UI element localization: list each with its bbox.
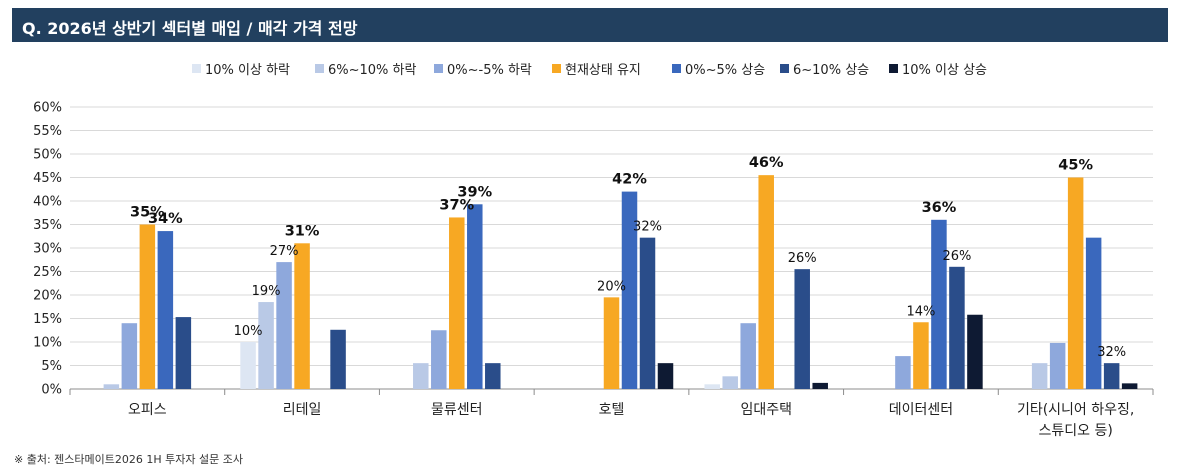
bar <box>603 297 620 389</box>
bar-chart: 0% 5% 10% 15% 20% 25% 30% 35% 40% 45% 50% 55% 60% 오피스… <box>33 101 1154 439</box>
bar <box>895 356 911 389</box>
y-tick-label: 55% <box>33 124 62 139</box>
y-tick-label: 45% <box>33 171 62 186</box>
y-tick-label: 60% <box>33 101 62 116</box>
bar <box>449 217 465 389</box>
data-label: 46% <box>749 155 784 171</box>
legend-swatch <box>889 64 898 73</box>
bar <box>740 323 756 389</box>
x-category-label: 임대주택 <box>740 402 792 418</box>
bar <box>931 219 947 389</box>
bar <box>157 231 174 389</box>
y-tick-label: 0% <box>41 383 62 398</box>
page-title: Q. 2026년 상반기 섹터별 매입 / 매각 가격 전망 <box>22 19 358 38</box>
y-tick-label: 35% <box>33 218 62 233</box>
y-tick-label: 20% <box>33 289 62 304</box>
bar <box>276 262 292 389</box>
data-label: 19% <box>252 284 281 299</box>
bar <box>949 266 965 389</box>
bar <box>258 302 274 389</box>
bar <box>330 329 346 389</box>
bar <box>639 237 656 389</box>
y-tick-label: 50% <box>33 148 62 163</box>
bar <box>413 363 429 389</box>
legend-swatch <box>192 64 201 73</box>
bar <box>1049 342 1066 389</box>
legend-label: 6%~10% 하락 <box>328 63 417 78</box>
data-label: 34% <box>148 211 183 227</box>
legend-swatch <box>672 64 681 73</box>
legend-label: 10% 이상 하락 <box>205 63 290 78</box>
bar <box>294 243 310 389</box>
y-tick-label: 5% <box>41 359 62 374</box>
legend-swatch <box>552 64 561 73</box>
legend-swatch <box>315 64 324 73</box>
y-tick-label: 10% <box>33 336 62 351</box>
x-category-label: 물류센터 <box>431 402 483 418</box>
source-footnote: ※ 출처: 젠스타메이트2026 1H 투자자 설문 조사 <box>14 453 243 466</box>
data-label: 27% <box>270 244 299 259</box>
chart-legend: 10% 이상 하락 6%~10% 하락 0%~-5% 하락 현재상태 유지 0%~5% … <box>0 58 1200 80</box>
x-category-label: 데이터센터 <box>889 402 953 418</box>
data-label: 37% <box>439 197 474 213</box>
x-category-label: 리테일 <box>283 402 322 418</box>
data-label: 20% <box>597 279 626 294</box>
bar <box>1103 363 1120 389</box>
bar <box>1067 177 1084 389</box>
legend-swatch <box>780 64 789 73</box>
y-tick-label: 15% <box>33 312 62 327</box>
legend-label: 6~10% 상승 <box>793 63 870 78</box>
data-label: 31% <box>285 223 320 239</box>
x-category-label: 오피스 <box>128 402 167 418</box>
bar <box>758 175 774 389</box>
legend-label: 0%~5% 상승 <box>685 63 766 78</box>
bar <box>913 322 929 389</box>
data-label: 26% <box>788 251 817 266</box>
x-category-label: 기타(시니어 하우징, <box>1017 402 1134 418</box>
bar <box>704 384 720 389</box>
bar <box>1031 363 1048 389</box>
data-label: 35% <box>130 205 165 221</box>
bar <box>812 382 828 389</box>
data-label: 36% <box>922 200 957 216</box>
bar <box>657 363 674 389</box>
bar <box>431 330 447 389</box>
data-label: 39% <box>457 184 492 200</box>
data-label: 14% <box>906 304 935 319</box>
legend-label: 0%~-5% 하락 <box>447 63 532 78</box>
bar <box>1121 383 1138 389</box>
bar <box>485 363 501 389</box>
legend-label: 현재상태 유지 <box>565 63 641 78</box>
data-label: 32% <box>1097 345 1126 360</box>
bar <box>175 317 192 389</box>
y-tick-label: 30% <box>33 242 62 257</box>
bar <box>103 384 120 389</box>
data-label: 45% <box>1058 158 1093 174</box>
y-tick-label: 25% <box>33 265 62 280</box>
bar <box>967 314 983 389</box>
data-label: 42% <box>612 172 647 188</box>
bar <box>621 191 638 389</box>
legend-label: 10% 이상 상승 <box>902 63 987 78</box>
bar <box>139 224 156 389</box>
bar <box>1085 237 1102 389</box>
bar <box>467 204 483 389</box>
data-label: 32% <box>633 220 662 235</box>
legend-swatch <box>434 64 443 73</box>
data-label: 26% <box>942 249 971 264</box>
x-category-label: 호텔 <box>599 402 625 418</box>
bar <box>121 323 138 389</box>
bar <box>794 269 810 389</box>
bar <box>722 376 738 389</box>
y-tick-label: 40% <box>33 195 62 210</box>
data-label: 10% <box>234 324 263 339</box>
x-category-label: 스튜디오 등) <box>1038 423 1112 439</box>
bar <box>240 342 256 389</box>
title-bar: Q. 2026년 상반기 섹터별 매입 / 매각 가격 전망 <box>12 8 1168 42</box>
